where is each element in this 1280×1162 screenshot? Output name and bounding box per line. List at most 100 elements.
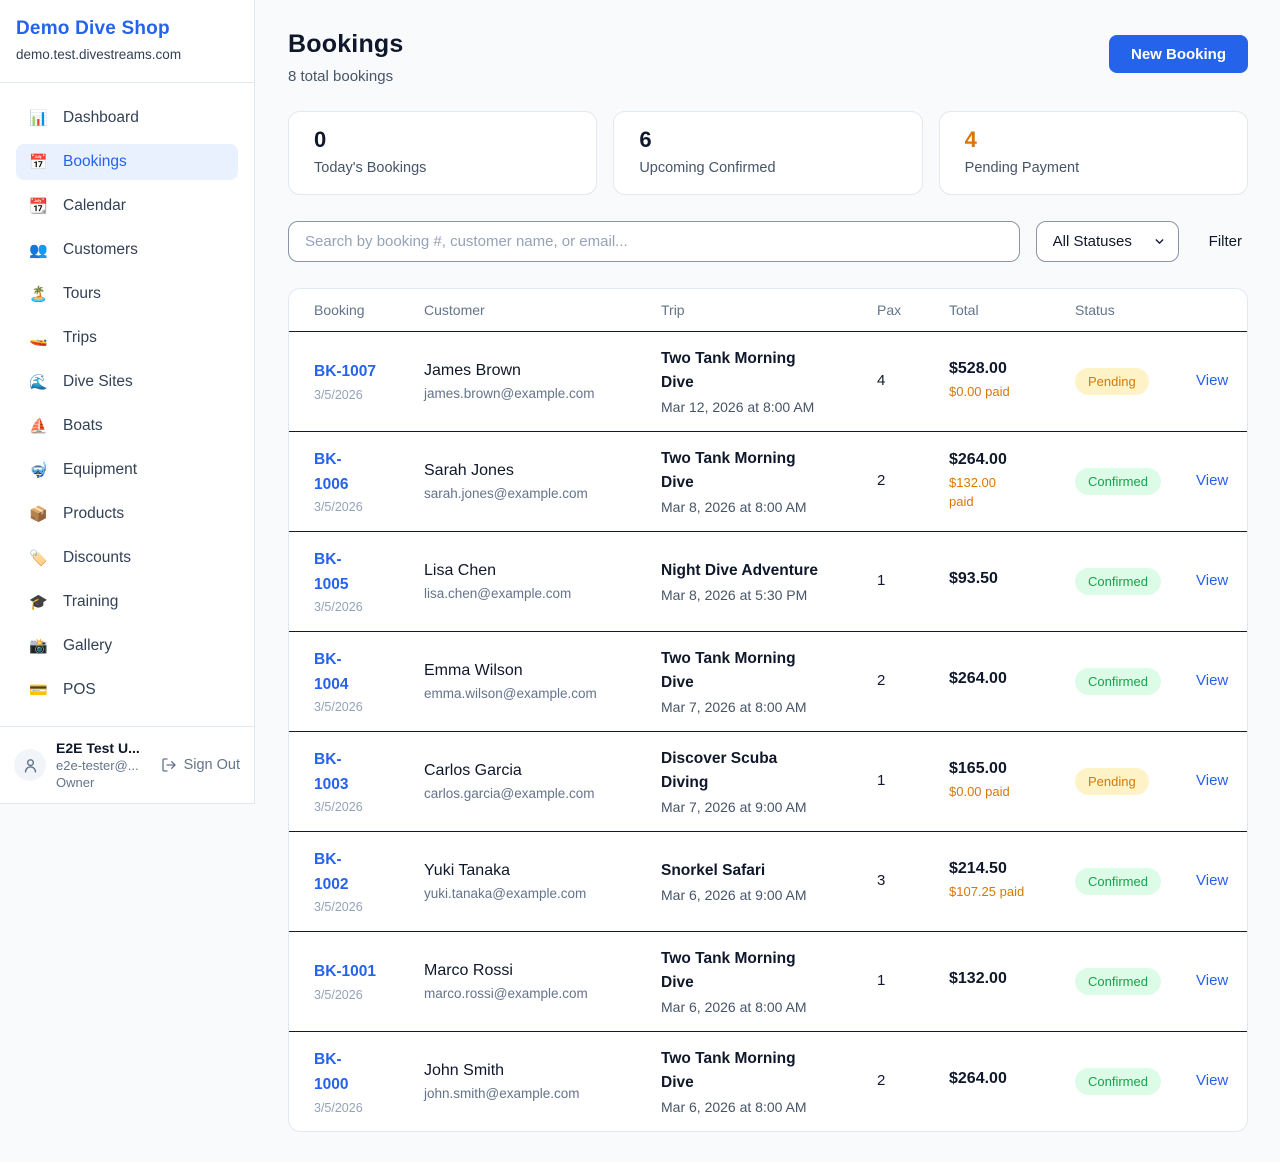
paid-amount: $0.00 paid bbox=[949, 784, 1010, 800]
view-link[interactable]: View bbox=[1196, 1072, 1229, 1090]
sidebar-item-label: Tours bbox=[63, 285, 101, 302]
paid-amount: $0.00 paid bbox=[949, 384, 1010, 400]
sidebar-nav: 📊 Dashboard 📅 Bookings 📆 Calendar 👥 Cust… bbox=[0, 83, 254, 726]
people-icon: 👥 bbox=[29, 242, 48, 259]
stat-value: 4 bbox=[964, 127, 977, 152]
booking-id-link[interactable]: BK- 1005 bbox=[314, 550, 349, 593]
trip-name: Two Tank Morning Dive bbox=[661, 349, 796, 391]
sidebar-item-pos[interactable]: 💳 POS bbox=[16, 672, 238, 708]
diving-mask-icon: 🤿 bbox=[29, 462, 48, 479]
trip-datetime: Mar 8, 2026 at 5:30 PM bbox=[661, 587, 808, 603]
col-header-trip: Trip bbox=[661, 289, 877, 332]
pax-count: 1 bbox=[877, 572, 886, 589]
booking-id-link[interactable]: BK- 1000 bbox=[314, 1050, 349, 1093]
view-link[interactable]: View bbox=[1196, 672, 1229, 689]
sidebar-item-products[interactable]: 📦 Products bbox=[16, 496, 238, 532]
customer-name: Sarah Jones bbox=[424, 461, 514, 479]
customer-email: james.brown@example.com bbox=[424, 385, 595, 401]
customer-name: Lisa Chen bbox=[424, 561, 497, 579]
trip-datetime: Mar 8, 2026 at 8:00 AM bbox=[661, 499, 807, 516]
booking-id-link[interactable]: BK- 1004 bbox=[314, 650, 349, 693]
status-select[interactable]: All Statuses bbox=[1035, 221, 1179, 262]
new-booking-button[interactable]: New Booking bbox=[1108, 35, 1248, 73]
sidebar-item-bookings[interactable]: 📅 Bookings bbox=[16, 144, 238, 180]
user-name: E2E Test U... bbox=[56, 740, 140, 756]
booking-date: 3/5/2026 bbox=[314, 600, 363, 615]
user-meta: E2E Test U... e2e-tester@... Owner bbox=[56, 740, 151, 790]
total-amount: $165.00 bbox=[949, 760, 1007, 778]
sidebar-item-discounts[interactable]: 🏷️ Discounts bbox=[16, 540, 238, 576]
sidebar-item-label: Training bbox=[63, 593, 119, 610]
total-amount: $264.00 bbox=[949, 669, 1007, 687]
table-row: BK- 1002 3/5/2026 Yuki Tanaka yuki.tanak… bbox=[289, 831, 1247, 932]
sidebar-item-boats[interactable]: ⛵ Boats bbox=[16, 408, 238, 444]
status-badge: Confirmed bbox=[1075, 967, 1161, 995]
view-link[interactable]: View bbox=[1196, 372, 1229, 389]
filter-button[interactable]: Filter bbox=[1203, 233, 1248, 250]
pax-count: 2 bbox=[877, 472, 886, 489]
shop-domain: demo.test.divestreams.com bbox=[16, 47, 182, 62]
sidebar-item-training[interactable]: 🎓 Training bbox=[16, 584, 238, 620]
status-badge: Confirmed bbox=[1075, 567, 1161, 595]
avatar bbox=[14, 749, 46, 781]
total-amount: $214.50 bbox=[949, 860, 1007, 878]
sidebar-footer: E2E Test U... e2e-tester@... Owner Sign … bbox=[0, 726, 254, 803]
table-row: BK-1007 3/5/2026 James Brown james.brown… bbox=[289, 331, 1247, 432]
sidebar-item-label: Dive Sites bbox=[63, 373, 133, 390]
sidebar-item-dive-sites[interactable]: 🌊 Dive Sites bbox=[16, 364, 238, 400]
view-link[interactable]: View bbox=[1196, 572, 1229, 589]
customer-email: carlos.garcia@example.com bbox=[424, 785, 595, 801]
trip-datetime: Mar 6, 2026 at 8:00 AM bbox=[661, 1099, 807, 1116]
sidebar-item-tours[interactable]: 🏝️ Tours bbox=[16, 276, 238, 312]
booking-id-link[interactable]: BK- 1003 bbox=[314, 750, 349, 793]
col-header-booking: Booking bbox=[289, 289, 424, 332]
booking-date: 3/5/2026 bbox=[314, 1100, 363, 1115]
sign-out-label: Sign Out bbox=[183, 757, 240, 773]
view-link[interactable]: View bbox=[1196, 972, 1229, 989]
customer-email: emma.wilson@example.com bbox=[424, 685, 597, 701]
sidebar-item-customers[interactable]: 👥 Customers bbox=[16, 232, 238, 268]
booking-id-link[interactable]: BK- 1006 bbox=[314, 450, 349, 493]
col-header-customer: Customer bbox=[424, 289, 661, 332]
sidebar-item-equipment[interactable]: 🤿 Equipment bbox=[16, 452, 238, 488]
trip-datetime: Mar 7, 2026 at 9:00 AM bbox=[661, 799, 807, 816]
customer-name: Yuki Tanaka bbox=[424, 861, 510, 879]
view-link[interactable]: View bbox=[1196, 472, 1229, 489]
sidebar-item-label: Bookings bbox=[63, 153, 127, 170]
tear-off-calendar-icon: 📆 bbox=[29, 198, 48, 215]
island-icon: 🏝️ bbox=[29, 286, 48, 303]
booking-date: 3/5/2026 bbox=[314, 700, 363, 715]
trip-name: Night Dive Adventure bbox=[661, 561, 819, 579]
sidebar-item-gallery[interactable]: 📸 Gallery bbox=[16, 628, 238, 664]
sidebar-item-trips[interactable]: 🚤 Trips bbox=[16, 320, 238, 356]
view-link[interactable]: View bbox=[1196, 872, 1229, 889]
sidebar-item-label: Products bbox=[63, 505, 125, 522]
status-badge: Pending bbox=[1075, 367, 1149, 395]
page-title-block: Bookings 8 total bookings bbox=[288, 30, 404, 85]
sidebar-item-label: Customers bbox=[63, 241, 138, 258]
booking-id-link[interactable]: BK-1007 bbox=[314, 363, 377, 381]
col-header-status: Status bbox=[1075, 289, 1196, 332]
trip-name: Two Tank Morning Dive bbox=[661, 649, 796, 691]
sidebar-item-dashboard[interactable]: 📊 Dashboard bbox=[16, 100, 238, 136]
stat-card: 6 Upcoming Confirmed bbox=[613, 111, 923, 195]
booking-id-link[interactable]: BK-1001 bbox=[314, 963, 377, 981]
sidebar-item-label: Calendar bbox=[63, 197, 126, 214]
customer-email: john.smith@example.com bbox=[424, 1085, 580, 1101]
booking-id-link[interactable]: BK- 1002 bbox=[314, 850, 349, 893]
sign-out-button[interactable]: Sign Out bbox=[161, 757, 240, 773]
view-link[interactable]: View bbox=[1196, 772, 1229, 789]
customer-name: Emma Wilson bbox=[424, 661, 523, 679]
customer-email: lisa.chen@example.com bbox=[424, 585, 572, 601]
shop-name: Demo Dive Shop bbox=[16, 18, 170, 39]
booking-date: 3/5/2026 bbox=[314, 800, 363, 815]
sidebar-item-label: Trips bbox=[63, 329, 97, 346]
sidebar-item-calendar[interactable]: 📆 Calendar bbox=[16, 188, 238, 224]
table-row: BK- 1003 3/5/2026 Carlos Garcia carlos.g… bbox=[289, 731, 1247, 832]
package-icon: 📦 bbox=[29, 506, 48, 523]
trip-name: Two Tank Morning Dive bbox=[661, 949, 796, 991]
search-input[interactable] bbox=[288, 221, 1020, 262]
paid-amount: $107.25 paid bbox=[949, 884, 1025, 900]
status-badge: Confirmed bbox=[1075, 867, 1161, 895]
pax-count: 1 bbox=[877, 772, 886, 789]
